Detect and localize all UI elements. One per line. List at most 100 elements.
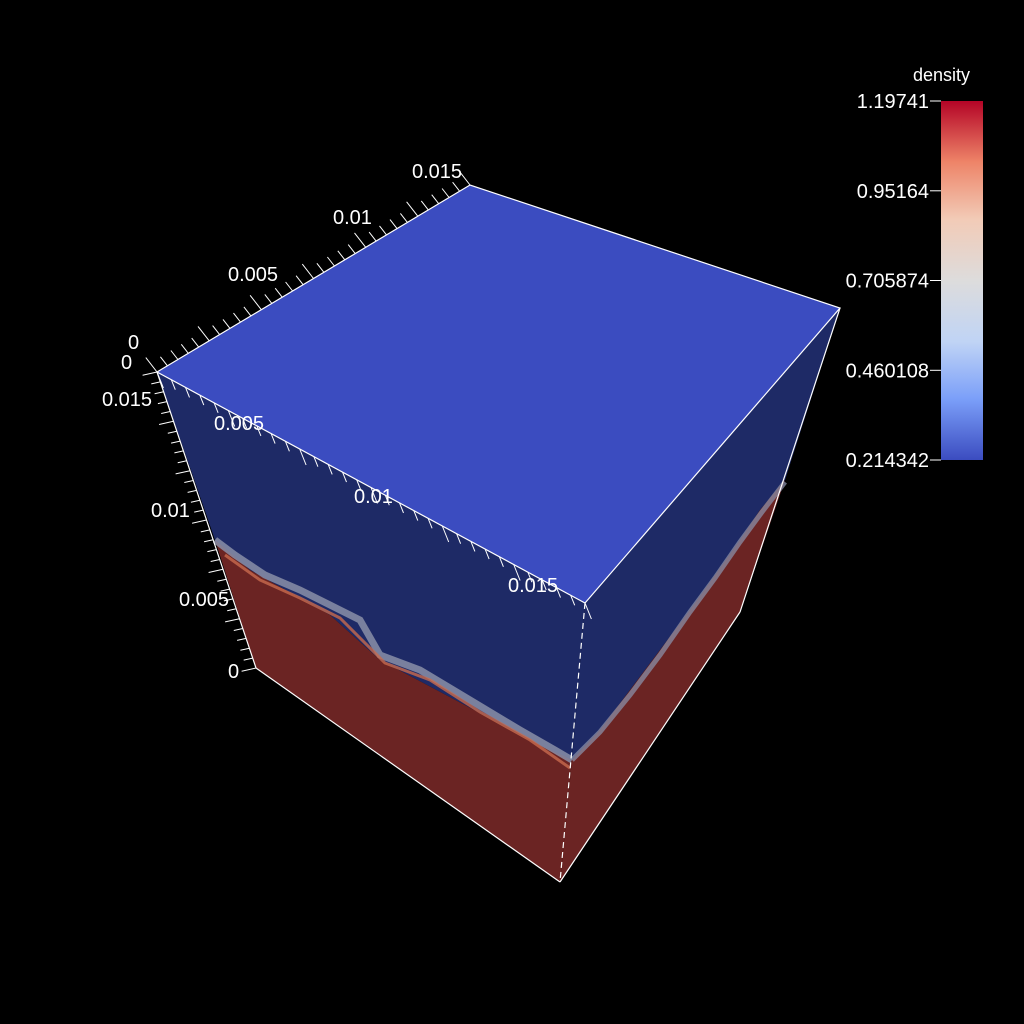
axis-tick xyxy=(399,502,404,514)
axis-tick xyxy=(513,564,521,581)
axis-tick xyxy=(224,618,240,623)
axis-tick xyxy=(470,541,476,552)
axis-tick xyxy=(431,194,440,205)
colorbar-title: density xyxy=(913,65,970,85)
axis-tick xyxy=(213,402,219,413)
axis-tick xyxy=(313,456,319,467)
left-face-interface-warm xyxy=(224,553,571,770)
left-face-heavy-phase xyxy=(215,540,572,882)
colorbar-label: 0.705874 xyxy=(846,271,929,293)
right-face-light-phase xyxy=(572,308,840,760)
axis-tick xyxy=(160,356,168,367)
axis-top-front-label-1: 0.005 xyxy=(214,413,264,435)
axis-tick xyxy=(368,231,377,242)
axis-tick xyxy=(220,588,230,592)
axis-tick xyxy=(194,509,204,513)
axis-tick xyxy=(241,667,257,672)
axis-tick xyxy=(301,263,314,279)
axis-tick xyxy=(212,325,220,335)
axis-tick xyxy=(400,213,408,223)
axis-tick xyxy=(236,637,247,641)
axis-tick xyxy=(347,244,356,254)
axis-tick xyxy=(249,294,262,311)
axis-tick xyxy=(222,319,231,329)
colorbar-label: 0.460108 xyxy=(846,360,929,382)
axis-tick xyxy=(556,587,561,598)
axis-tick xyxy=(243,657,253,661)
axis-tick xyxy=(233,312,241,323)
axis-tick xyxy=(203,539,214,543)
axis-top-back-label-1: 0.005 xyxy=(228,264,278,286)
left-face-light-phase xyxy=(157,372,585,760)
axis-tick xyxy=(154,391,164,395)
right-face-heavy-phase xyxy=(560,480,785,882)
axis-vertical-ticks xyxy=(142,371,257,672)
axis-tick xyxy=(242,418,248,429)
axis-tick xyxy=(243,306,252,317)
axis-tick xyxy=(452,181,460,192)
axis-tick xyxy=(274,287,283,298)
axis-tick xyxy=(295,275,304,286)
axis-tick xyxy=(161,411,171,414)
axis-tick xyxy=(187,489,197,493)
axis-tick xyxy=(384,495,390,506)
axis-tick xyxy=(337,250,346,261)
axis-tick xyxy=(264,294,273,304)
axis-tick xyxy=(356,479,362,490)
axis-tick xyxy=(217,578,227,582)
axis-top-back-label-0: 0 xyxy=(128,332,139,354)
axis-tick xyxy=(208,568,224,573)
axis-tick xyxy=(240,647,250,651)
axis-vertical: 0 0.005 0.01 0.015 xyxy=(102,389,239,683)
axis-tick xyxy=(342,471,347,483)
axis-tick xyxy=(458,170,471,186)
axis-tick xyxy=(191,337,200,348)
right-face xyxy=(560,308,840,882)
axis-tick xyxy=(207,549,217,553)
axis-tick xyxy=(233,628,243,631)
volume-cube[interactable] xyxy=(156,184,842,883)
axis-tick xyxy=(484,548,490,560)
axis-tick xyxy=(420,200,429,211)
axis-tick xyxy=(441,188,450,198)
axis-tick xyxy=(210,559,220,562)
axis-tick xyxy=(456,533,462,544)
axis-tick xyxy=(170,379,176,390)
axis-tick xyxy=(227,410,236,427)
axis-tick xyxy=(184,480,194,483)
axis-tick xyxy=(316,262,325,273)
colorbar-label: 0.95164 xyxy=(857,181,929,203)
axis-tick xyxy=(498,556,504,567)
axis-tick xyxy=(200,529,210,533)
axis-tick xyxy=(285,281,293,292)
axis-tick xyxy=(406,201,419,217)
axis-tick xyxy=(157,401,168,405)
axis-tick xyxy=(370,487,378,504)
axis-tick xyxy=(142,371,158,376)
axis-top-back: 0 0.005 0.01 0.015 xyxy=(128,161,462,354)
axis-tick xyxy=(284,441,290,452)
axis-tick xyxy=(180,343,189,354)
axis-tick xyxy=(570,595,576,606)
axis-top-back-label-2: 0.01 xyxy=(333,207,372,229)
axis-tick xyxy=(197,326,210,342)
axis-tick xyxy=(185,387,190,398)
axis-tick xyxy=(584,602,592,620)
axis-top-front-ticks xyxy=(156,371,592,620)
axis-tick xyxy=(158,420,174,425)
axis-tick xyxy=(327,464,333,475)
top-face xyxy=(157,185,840,603)
axis-vertical-label-1: 0.005 xyxy=(179,589,229,611)
axis-tick xyxy=(145,357,158,373)
colorbar-label: 0.214342 xyxy=(846,450,929,472)
left-face-interface xyxy=(212,537,574,764)
right-face-interface xyxy=(570,480,787,762)
axis-tick xyxy=(327,256,335,267)
axis-top-back-label-3: 0.015 xyxy=(412,161,462,183)
axis-tick xyxy=(441,525,450,543)
axis-tick xyxy=(156,371,164,389)
axis-top-front-label-3: 0.015 xyxy=(508,575,558,597)
axis-tick xyxy=(167,430,177,434)
colorbar-ticks: 1.19741 0.95164 0.705874 0.460108 0.214342 xyxy=(846,91,941,472)
